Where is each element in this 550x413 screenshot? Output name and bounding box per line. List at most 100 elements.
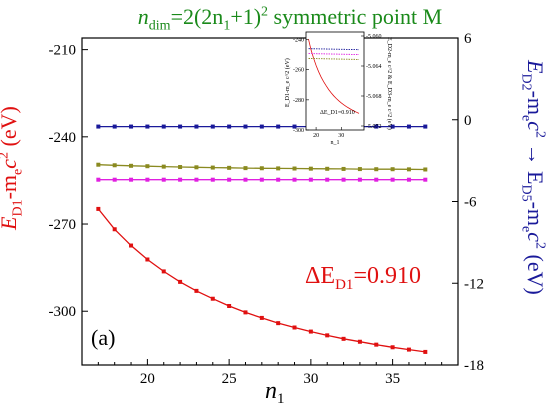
series-0-marker [210, 296, 215, 301]
series-0-marker [390, 345, 395, 350]
series-2-marker [96, 162, 101, 167]
series-1-marker [292, 124, 297, 129]
inset-x-tick-label: 20 [313, 133, 319, 139]
x-axis-label: n1 [265, 378, 285, 407]
inset-left-tick-label: -240 [293, 38, 304, 44]
delta-annotation-sub: D1 [335, 277, 353, 293]
series-3-marker [96, 177, 101, 182]
right-label-p2: 2 [532, 242, 548, 250]
title-part-b: =2(2n [170, 4, 224, 29]
series-3-marker [227, 177, 232, 182]
series-0-marker [227, 303, 232, 308]
chart-title: ndim=2(2n1+1)2 symmetric point M [80, 4, 500, 34]
series-2-marker [325, 166, 330, 171]
x-tick-label: 30 [303, 371, 318, 387]
right-label-arrow: → E [523, 138, 548, 185]
left-label-c: c [0, 159, 21, 169]
series-1-marker [178, 124, 183, 129]
series-layer [96, 124, 428, 354]
series-2-marker [374, 167, 379, 172]
series-3-marker [259, 177, 264, 182]
series-2-marker [194, 165, 199, 170]
series-1-marker [210, 124, 215, 129]
series-1-marker [129, 124, 134, 129]
series-0-marker [259, 315, 264, 320]
series-2-marker [276, 166, 281, 171]
series-3-marker [276, 177, 281, 182]
series-0-marker [341, 336, 346, 341]
series-2-marker [227, 165, 232, 170]
right-label-c1: c [523, 121, 548, 132]
series-1-marker [423, 124, 428, 129]
series-0-marker [145, 257, 150, 262]
left-label-e: E [0, 217, 21, 230]
series-3-marker [341, 177, 346, 182]
series-0-marker [243, 310, 248, 315]
right-label-s1: D2 [518, 73, 534, 91]
series-0-marker [161, 269, 166, 274]
left-label-sub2: e [10, 168, 26, 175]
right-label-m1: -m [523, 90, 548, 116]
right-y-tick-label: 0 [464, 113, 472, 129]
title-sub-b: 1 [223, 18, 231, 34]
inset-right-label: E_D2-m_e c^2 & E_D3-m_e c^2 (eV) [386, 37, 393, 130]
x-tick-label: 25 [222, 371, 237, 387]
series-0-marker [357, 339, 362, 344]
series-3-marker [308, 177, 313, 182]
right-y-tick-label: -18 [464, 358, 484, 374]
series-0-marker [129, 243, 134, 248]
series-2-marker [145, 164, 150, 169]
inset-x-tick-label: 30 [338, 133, 344, 139]
plot-border [81, 37, 459, 366]
inset-right-tick-label: -5.068 [366, 94, 382, 100]
series-2-marker [112, 163, 117, 168]
series-1-marker [96, 124, 101, 129]
inset-x-label: n_1 [331, 140, 340, 146]
inset-right-tick-label: -5.064 [366, 64, 382, 70]
series-0-marker [194, 288, 199, 293]
series-2-marker [129, 163, 134, 168]
series-3-marker [390, 177, 395, 182]
title-part-a: n [137, 4, 149, 29]
inset-annotation: ΔE_D1=0.910 [320, 110, 355, 116]
series-3-marker [194, 177, 199, 182]
delta-annotation-main: ΔE [305, 263, 335, 289]
series-3-marker [374, 177, 379, 182]
series-2-marker [178, 165, 183, 170]
right-y-tick-label: -12 [464, 276, 484, 292]
series-1-marker [406, 124, 411, 129]
left-label-unit: (eV) [0, 106, 21, 147]
title-sup-c: 2 [261, 4, 269, 20]
series-1-marker [390, 124, 395, 129]
series-2-marker [292, 166, 297, 171]
series-1-marker [194, 124, 199, 129]
series-0-marker [178, 279, 183, 284]
series-2-marker [259, 166, 264, 171]
title-part-d: symmetric point M [268, 4, 443, 29]
ticks-layer: 20 25 30 35 -210 -240 -270 -300 6 0 -6 -12 -18 [49, 31, 485, 387]
x-axis-label-main: n [265, 378, 277, 404]
inset-left-label: E_D1-m_e c^2 (eV) [284, 58, 291, 107]
right-label-m2: -m [523, 201, 548, 227]
series-2-marker [243, 166, 248, 171]
series-3-marker [292, 177, 297, 182]
inset-border [305, 31, 365, 131]
inset-flat-line-2 [308, 58, 359, 60]
inset-right-tick-label: -5.060 [366, 34, 382, 40]
left-label-sub1: D1 [10, 199, 26, 217]
plot-frame [81, 37, 459, 366]
delta-annotation: ΔED1=0.910 [305, 263, 421, 293]
series-0-marker [96, 206, 101, 211]
title-sub-a: dim [148, 18, 171, 34]
series-2-marker [357, 167, 362, 172]
series-1-marker [276, 124, 281, 129]
inset-red-line [308, 39, 360, 114]
title-part-c: +1) [230, 4, 262, 29]
inset-left-tick-label: -280 [293, 98, 304, 104]
series-3-marker [423, 177, 428, 182]
series-0-marker [406, 347, 411, 352]
series-0-marker [423, 349, 428, 354]
series-3-marker [178, 177, 183, 182]
left-y-tick-label: -210 [49, 43, 77, 59]
series-3-marker [145, 177, 150, 182]
